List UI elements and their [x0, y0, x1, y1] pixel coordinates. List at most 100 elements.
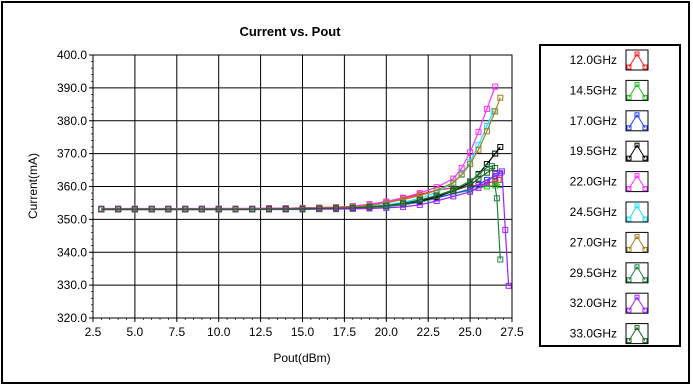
data-point — [492, 171, 499, 177]
data-point — [450, 179, 457, 186]
legend-line — [628, 235, 646, 250]
legend-line — [628, 205, 646, 220]
data-point — [475, 175, 482, 182]
y-tick-label: 360.0 — [57, 180, 87, 194]
legend-marker — [626, 94, 632, 100]
data-point — [249, 206, 256, 213]
data-point — [198, 206, 205, 213]
legend-marker — [642, 307, 648, 313]
legend-item: 17.0GHz — [570, 110, 649, 132]
data-point — [483, 179, 490, 186]
data-point — [475, 128, 482, 135]
legend-marker — [634, 51, 640, 57]
data-point — [282, 205, 289, 212]
data-point — [467, 149, 474, 156]
legend-marker — [642, 277, 648, 283]
data-point — [492, 108, 499, 115]
legend-marker — [642, 155, 648, 161]
x-tick-label: 17.5 — [333, 325, 357, 339]
data-point — [475, 181, 482, 188]
data-point — [115, 206, 122, 213]
x-tick-label: 10.0 — [207, 325, 231, 339]
x-axis-title: Pout(dBm) — [273, 351, 330, 365]
data-point — [333, 205, 339, 212]
legend: 12.0GHz 14.5GHz 17.0GHz 19.5GHz 22.0GHz 24.5G… — [570, 49, 649, 345]
legend-line — [628, 174, 646, 189]
x-tick-label: 22.5 — [417, 325, 441, 339]
legend-marker — [626, 155, 632, 161]
data-point — [98, 206, 105, 213]
data-point — [475, 146, 482, 153]
legend-label: 22.0GHz — [570, 175, 617, 189]
legend-item: 33.0GHz — [570, 323, 649, 345]
legend-line — [628, 296, 646, 311]
legend-item: 32.0GHz — [570, 292, 649, 314]
data-point — [497, 256, 504, 263]
data-point — [498, 168, 505, 175]
legend-marker — [642, 94, 648, 100]
data-point — [490, 107, 497, 114]
legend-marker — [626, 338, 632, 344]
data-point — [366, 203, 373, 210]
legend-marker — [634, 325, 640, 331]
y-axis-title: Current(mA) — [26, 153, 40, 219]
series-33-0ghz — [98, 165, 499, 213]
legend-item: 14.5GHz — [570, 79, 649, 101]
y-tick-label: 350.0 — [57, 212, 87, 226]
data-point — [266, 205, 272, 212]
legend-item: 19.5GHz — [570, 140, 649, 162]
data-point — [165, 206, 172, 213]
x-tick-label: 25.0 — [458, 325, 482, 339]
data-point — [483, 128, 490, 135]
legend-label: 24.5GHz — [570, 205, 617, 219]
legend-line — [628, 144, 646, 159]
data-point — [483, 105, 490, 112]
data-point — [182, 206, 189, 213]
legend-label: 33.0GHz — [570, 327, 617, 341]
data-point — [400, 200, 407, 207]
data-point — [400, 196, 407, 203]
y-tick-label: 400.0 — [57, 48, 87, 62]
x-tick-label: 12.5 — [249, 325, 273, 339]
chart-title: Current vs. Pout — [239, 24, 341, 39]
data-point — [467, 182, 474, 189]
data-point — [497, 144, 504, 150]
data-point — [467, 188, 474, 195]
data-point — [493, 195, 500, 202]
legend-marker — [626, 216, 632, 222]
legend-marker — [626, 186, 632, 192]
x-tick-label: 2.5 — [85, 325, 102, 339]
data-point — [505, 282, 512, 289]
data-point — [349, 204, 356, 211]
legend-marker — [626, 125, 632, 131]
data-point — [433, 192, 440, 199]
data-point — [416, 197, 423, 203]
legend-line — [628, 53, 646, 68]
data-point — [483, 183, 490, 190]
data-point — [475, 171, 482, 178]
data-point — [215, 206, 222, 213]
legend-marker — [634, 233, 640, 239]
legend-label: 17.0GHz — [570, 114, 617, 128]
x-tick-label: 5.0 — [127, 325, 144, 339]
legend-marker — [626, 64, 632, 70]
legend-marker — [626, 307, 632, 313]
y-axis-ticks: 320.0 330.0 340.0 350.0 360.0 370.0 380.0 390.0… — [57, 48, 93, 325]
legend-marker — [642, 125, 648, 131]
data-point — [467, 161, 474, 168]
data-point — [467, 178, 474, 185]
legend-item: 29.5GHz — [570, 262, 649, 284]
legend-marker — [642, 216, 648, 222]
legend-label: 27.0GHz — [570, 235, 617, 249]
legend-marker — [634, 294, 640, 300]
legend-marker — [642, 338, 648, 344]
data-point — [492, 83, 499, 90]
data-point — [458, 165, 465, 172]
legend-label: 29.5GHz — [570, 266, 617, 280]
y-tick-label: 320.0 — [57, 311, 87, 325]
y-tick-label: 370.0 — [57, 147, 87, 161]
legend-line — [628, 83, 646, 98]
legend-label: 14.5GHz — [570, 83, 617, 97]
legend-marker — [626, 277, 632, 283]
legend-item: 24.5GHz — [570, 201, 649, 223]
